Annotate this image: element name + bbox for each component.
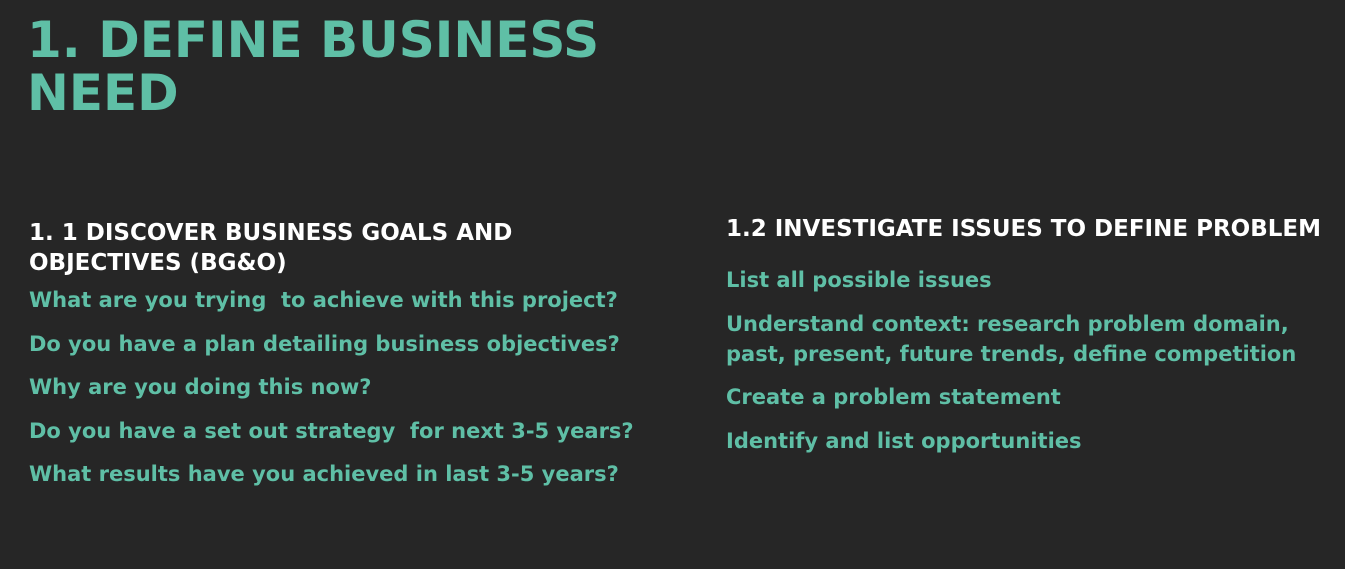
goals-item: What are you trying to achieve with this… (29, 288, 618, 312)
issues-item: List all possible issues (726, 268, 992, 292)
goals-item: Do you have a set out strategy for next … (29, 418, 634, 443)
slide-title: 1. DEFINE BUSINESS NEED (27, 14, 599, 120)
issues-heading: 1.2 INVESTIGATE ISSUES TO DEFINE PROBLEM (726, 216, 1321, 242)
goals-item: Do you have a plan detailing business ob… (29, 331, 620, 356)
issues-item-line-2: past, present, future trends, define com… (726, 341, 1297, 366)
issues-item: Create a problem statement (726, 385, 1061, 409)
goals-section: 1. 1 DISCOVER BUSINESS GOALS AND OBJECTI… (29, 218, 669, 503)
goals-heading: 1. 1 DISCOVER BUSINESS GOALS AND OBJECTI… (29, 218, 549, 278)
issues-list: List all possible issues Understand cont… (726, 265, 1336, 456)
slide-title-line-1: 1. DEFINE BUSINESS (27, 11, 600, 69)
issues-item: Understand context: research problem dom… (726, 309, 1326, 369)
goals-heading-line-2: OBJECTIVES (BG&O) (29, 250, 287, 276)
issues-section: 1.2 INVESTIGATE ISSUES TO DEFINE PROBLEM… (726, 214, 1336, 469)
goals-item: What results have you achieved in last 3… (29, 462, 619, 486)
goals-list: What are you trying to achieve with this… (29, 285, 669, 489)
slide-title-line-2: NEED (27, 64, 179, 122)
goals-heading-line-1: 1. 1 DISCOVER BUSINESS GOALS AND (29, 220, 513, 246)
issues-item: Identify and list opportunities (726, 428, 1082, 453)
issues-item-line-1: Understand context: research problem dom… (726, 311, 1289, 336)
goals-item: Why are you doing this now? (29, 375, 372, 399)
